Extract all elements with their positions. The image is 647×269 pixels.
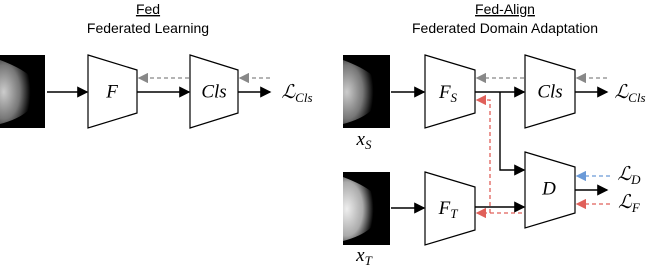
left-panel: Fed Federated Learning F Cls ℒCls — [0, 1, 313, 128]
title: Fed-Align — [475, 1, 535, 17]
loss-d: ℒD — [617, 164, 641, 187]
loss-cls: ℒCls — [614, 82, 645, 105]
sub: T — [365, 253, 373, 268]
sub: T — [450, 206, 458, 221]
classifier-label: Cls — [201, 81, 226, 102]
sub: S — [365, 137, 372, 152]
title: Fed — [136, 1, 160, 17]
sub: Cls — [628, 90, 645, 105]
discriminator-label: D — [541, 178, 556, 199]
arrow — [500, 92, 524, 170]
target-input-label: xT — [355, 245, 372, 268]
right-panel: Fed-Align Federated Domain Adaptation xS… — [343, 1, 646, 268]
subtitle: Federated Learning — [87, 20, 209, 36]
sub: Cls — [295, 90, 312, 105]
sym: F — [438, 82, 451, 103]
source-input-label: xS — [356, 129, 372, 152]
sym: F — [438, 198, 451, 219]
sub: F — [631, 200, 641, 215]
loss-f: ℒF — [618, 192, 641, 215]
subtitle: Federated Domain Adaptation — [412, 20, 598, 36]
encoder-label: F — [105, 81, 118, 102]
sub: S — [451, 90, 458, 105]
classifier-label: Cls — [537, 81, 562, 102]
diagram: Fed Federated Learning F Cls ℒCls Fed-Al… — [0, 0, 647, 269]
sub: D — [630, 172, 641, 187]
grad-arrow — [477, 100, 490, 213]
loss: ℒCls — [281, 82, 312, 105]
